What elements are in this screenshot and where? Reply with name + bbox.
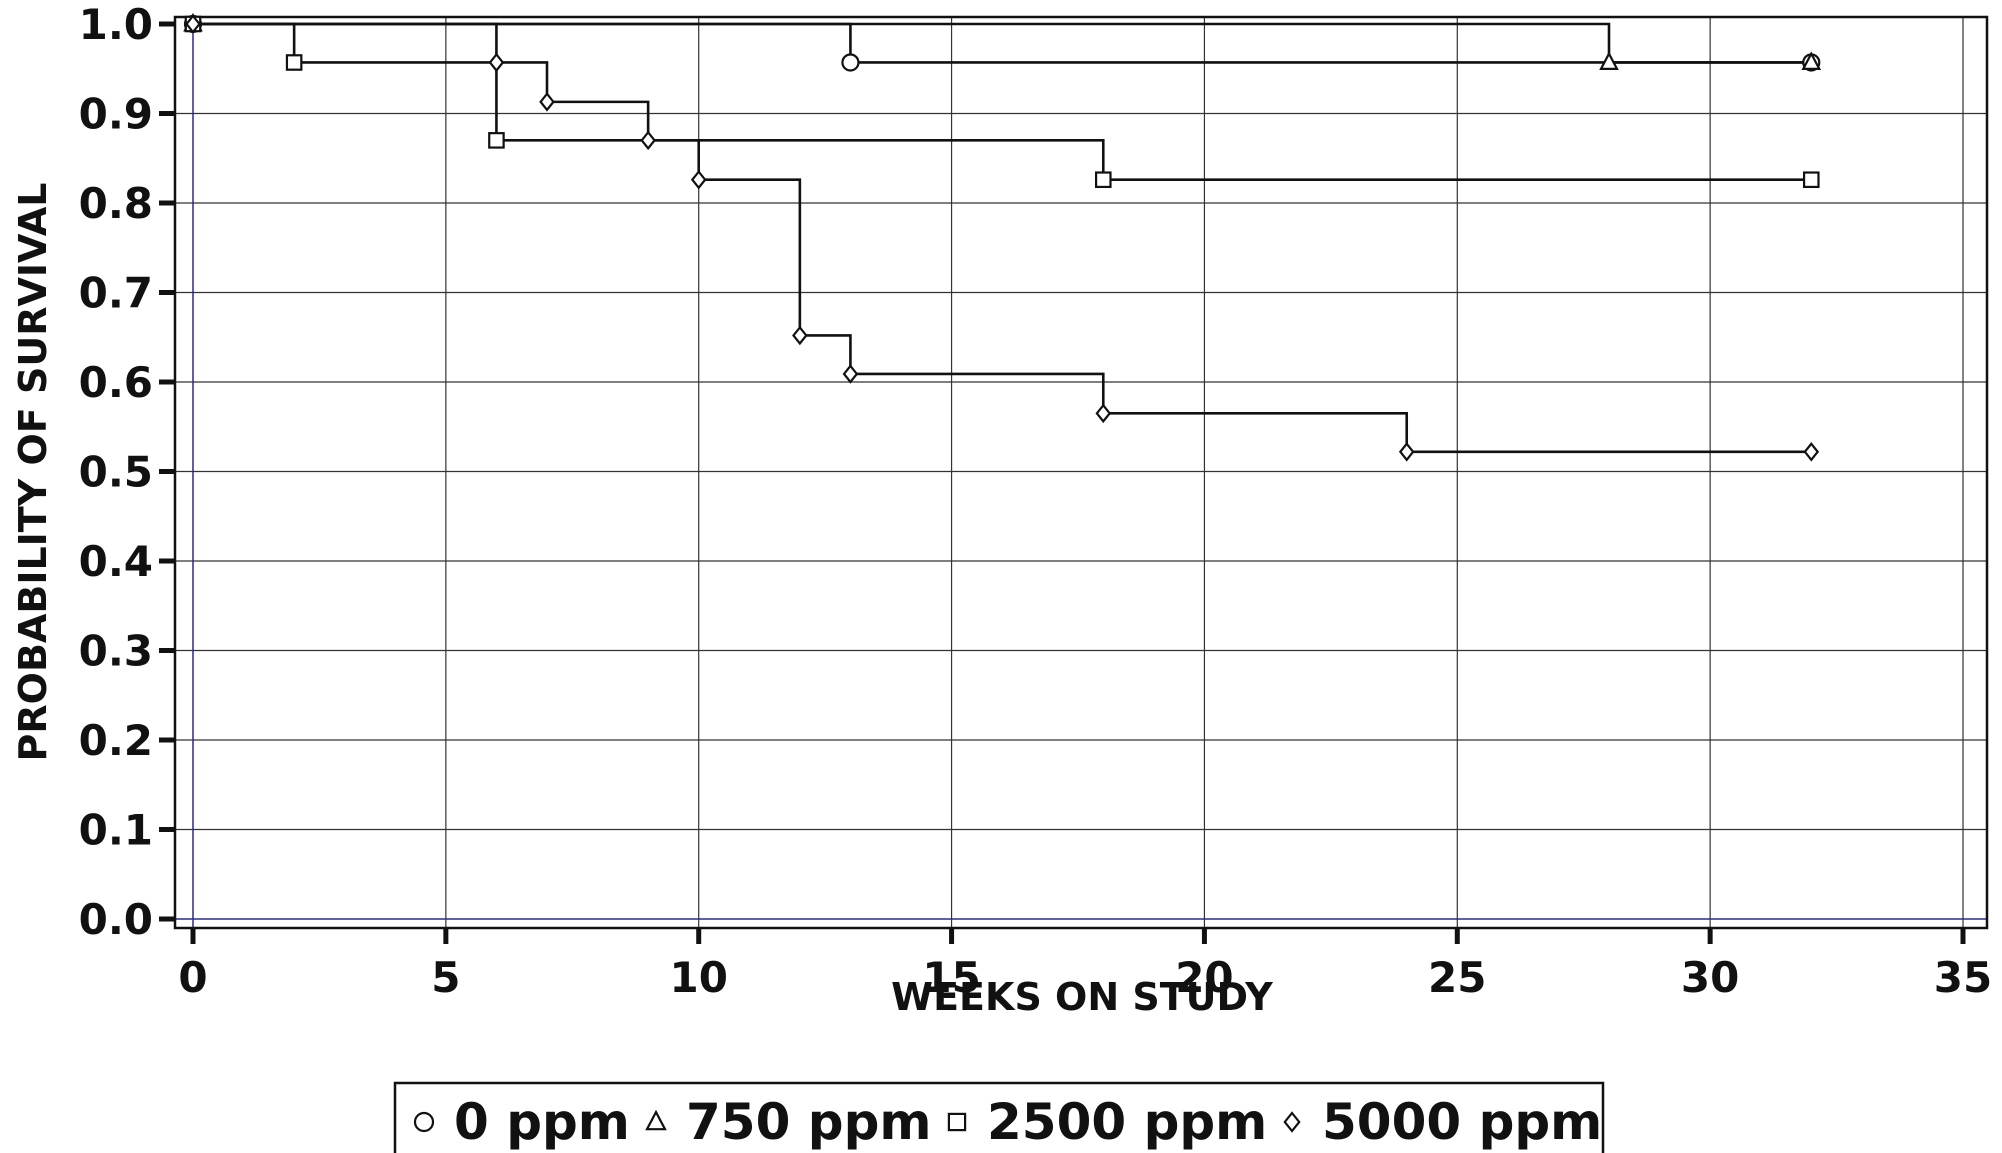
data-point-diamond xyxy=(488,52,505,73)
legend-box xyxy=(393,1081,1605,1153)
zero-reference-lines xyxy=(175,17,1987,928)
legend: 0 ppm 750 ppm 2500 ppm 5000 ppm xyxy=(393,1081,1605,1153)
data-point-square xyxy=(1094,171,1112,189)
x-tick-label: 25 xyxy=(1428,953,1486,1002)
x-tick-label: 15 xyxy=(922,953,980,1002)
x-tick-labels: 0 5 10 15 20 25 30 35 xyxy=(178,953,1992,1002)
grid-lines xyxy=(175,17,1987,928)
y-tick-label: 0.0 xyxy=(79,895,153,944)
x-tick-label: 5 xyxy=(431,953,460,1002)
y-tick-label: 0.6 xyxy=(79,358,153,407)
legend-marker-circle xyxy=(413,1111,435,1133)
series-line-circle xyxy=(193,22,1812,64)
y-tick-label: 0.9 xyxy=(79,90,153,139)
y-tick-label: 0.2 xyxy=(79,716,153,765)
legend-items: 0 ppm 750 ppm 2500 ppm 5000 ppm xyxy=(413,1093,1602,1151)
y-tick-labels: 0.0 0.1 0.2 0.3 0.4 0.5 0.6 0.7 0.8 0.9 1.0 xyxy=(79,0,153,944)
data-point-diamond xyxy=(1803,442,1820,462)
x-tick-label: 0 xyxy=(178,953,207,1002)
data-point-diamond xyxy=(1398,442,1415,462)
data-point-diamond xyxy=(640,130,656,151)
legend-label: 2500 ppm xyxy=(987,1093,1267,1151)
legend-marker-diamond xyxy=(1283,1111,1301,1133)
series-line-triangle xyxy=(193,22,1812,64)
legend-label: 0 ppm xyxy=(454,1093,630,1151)
data-point-circle xyxy=(841,53,860,72)
y-tick-label: 0.4 xyxy=(79,537,153,586)
plot-frame xyxy=(173,15,1989,930)
x-tick-label: 10 xyxy=(669,953,727,1002)
data-point-diamond xyxy=(1095,403,1112,424)
y-tick-label: 0.8 xyxy=(79,179,153,228)
data-point-diamond xyxy=(690,169,707,190)
y-tick-label: 0.1 xyxy=(79,806,153,855)
series-line-diamond xyxy=(193,22,1812,454)
data-point-diamond xyxy=(185,14,201,34)
y-axis-title: PROBABILITY OF SURVIVAL xyxy=(11,183,55,762)
data-point-square xyxy=(285,54,303,71)
legend-marker-square xyxy=(947,1112,967,1132)
legend-marker-triangle xyxy=(645,1109,667,1131)
x-tick-label: 20 xyxy=(1175,953,1233,1002)
data-point-diamond xyxy=(792,325,808,346)
data-point-triangle xyxy=(1801,51,1822,70)
x-tick-label: 35 xyxy=(1934,953,1992,1002)
data-point-triangle xyxy=(1599,51,1619,70)
series-line-square xyxy=(193,22,1812,182)
y-tick-label: 0.3 xyxy=(79,627,153,676)
data-point-square xyxy=(1802,171,1820,189)
x-axis-title: WEEKS ON STUDY xyxy=(891,975,1273,1019)
legend-label: 750 ppm xyxy=(686,1093,931,1151)
y-tick-label: 1.0 xyxy=(79,0,153,49)
legend-label: 5000 ppm xyxy=(1322,1093,1602,1151)
y-tick-label: 0.7 xyxy=(79,269,153,318)
data-point-diamond xyxy=(539,92,555,112)
data-point-diamond xyxy=(842,364,859,384)
axes xyxy=(159,21,1966,944)
x-tick-label: 30 xyxy=(1681,953,1739,1002)
data-point-square xyxy=(488,132,505,149)
y-tick-label: 0.5 xyxy=(79,448,153,497)
series-lines xyxy=(183,12,1822,462)
